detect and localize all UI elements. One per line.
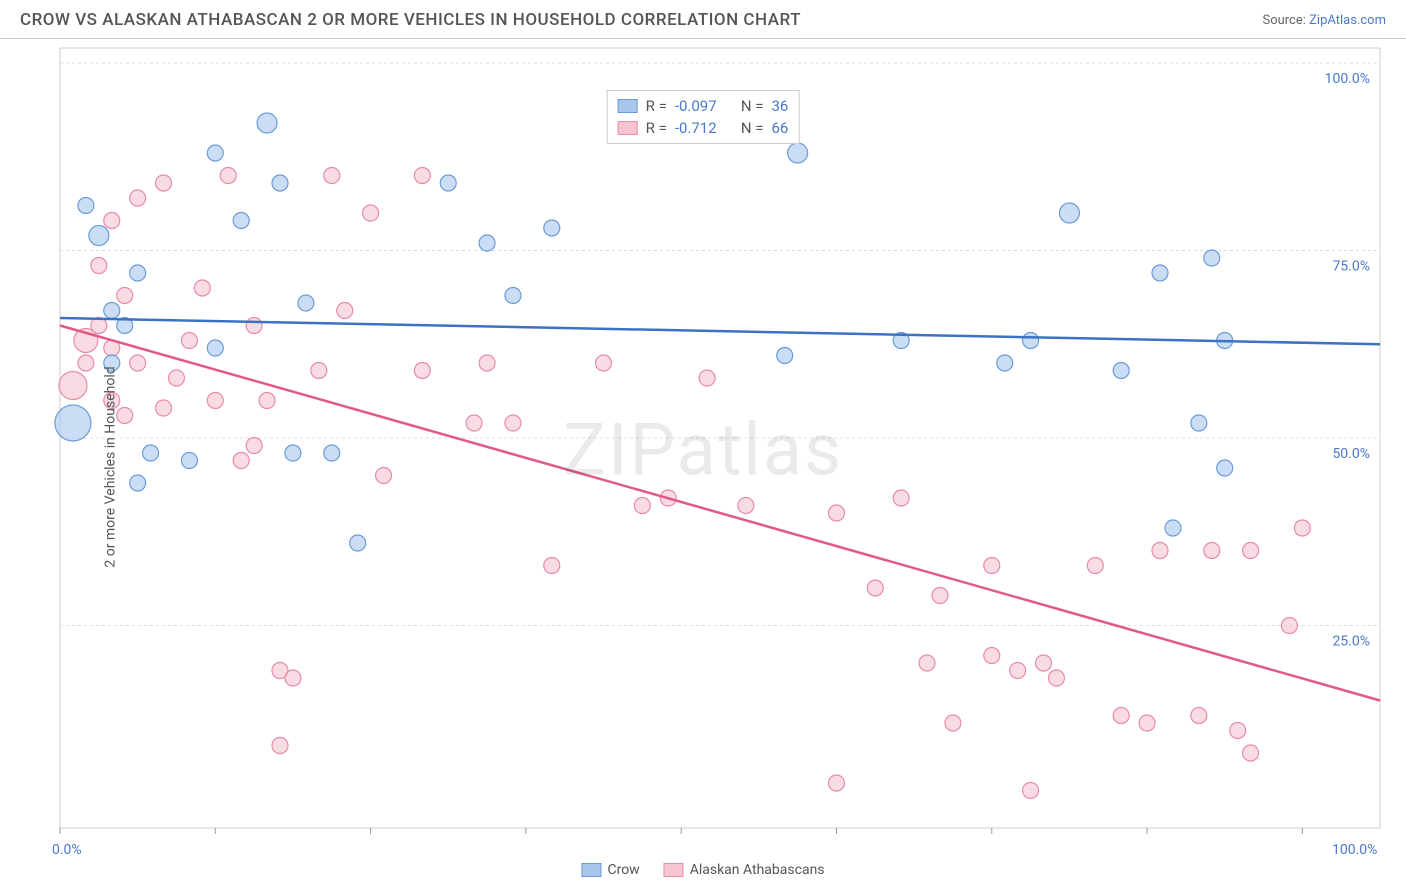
legend-swatch-athabascan (618, 121, 638, 135)
svg-text:25.0%: 25.0% (1332, 634, 1370, 650)
svg-text:100.0%: 100.0% (1325, 71, 1370, 87)
legend-row-2: R = -0.712 N = 66 (618, 117, 789, 139)
chart-area: 2 or more Vehicles in Household ZIPatlas… (0, 42, 1406, 892)
chart-source: Source: ZipAtlas.com (1262, 13, 1386, 28)
source-link[interactable]: ZipAtlas.com (1309, 13, 1386, 28)
legend-item-athabascan: Alaskan Athabascans (664, 862, 825, 878)
svg-text:75.0%: 75.0% (1332, 259, 1370, 275)
chart-title: CROW VS ALASKAN ATHABASCAN 2 OR MORE VEH… (20, 10, 801, 30)
correlation-legend: R = -0.097 N = 36 R = -0.712 N = 66 (607, 90, 800, 144)
y-axis-label: 2 or more Vehicles in Household (103, 366, 119, 567)
chart-header: CROW VS ALASKAN ATHABASCAN 2 OR MORE VEH… (0, 0, 1406, 39)
x-axis-min: 0.0% (52, 842, 82, 858)
legend-item-crow: Crow (581, 862, 639, 878)
legend-swatch-crow-2 (581, 863, 601, 877)
legend-row-1: R = -0.097 N = 36 (618, 95, 789, 117)
svg-text:50.0%: 50.0% (1332, 446, 1370, 462)
legend-swatch-athabascan-2 (664, 863, 684, 877)
series-legend: Crow Alaskan Athabascans (581, 862, 824, 878)
scatter-plot: 25.0% 50.0% 75.0% 100.0% (0, 42, 1406, 892)
legend-swatch-crow (618, 99, 638, 113)
x-axis-max: 100.0% (1332, 842, 1377, 858)
